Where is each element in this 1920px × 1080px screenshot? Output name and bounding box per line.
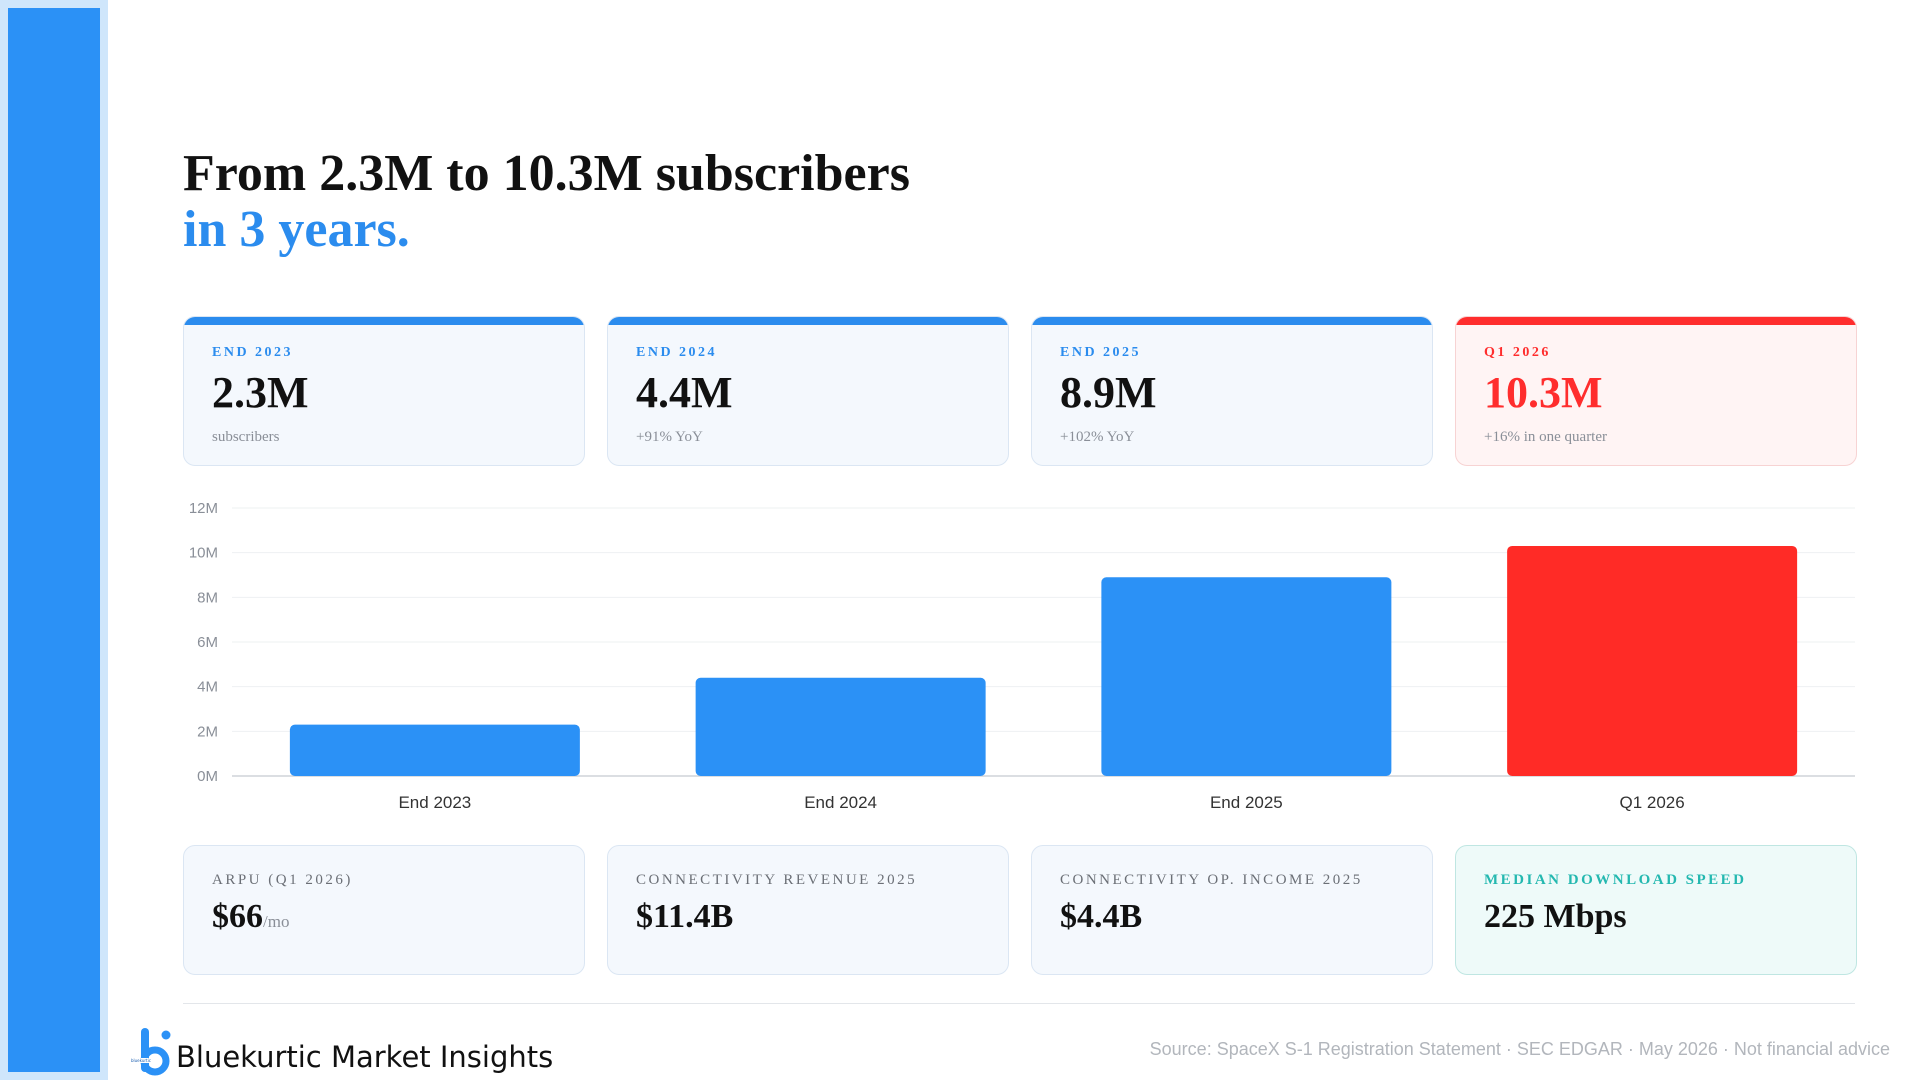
kpi-card-end-2024: END 2024 4.4M +91% YoY — [607, 316, 1009, 466]
card-accent-bar — [608, 317, 1008, 325]
bluekurtic-logo-icon: bluekurtic — [130, 1028, 171, 1076]
bar-end-2024 — [695, 677, 986, 776]
metric-label: MEDIAN DOWNLOAD SPEED — [1484, 872, 1747, 888]
card-accent-bar — [1032, 317, 1432, 325]
kpi-value: 8.9M — [1060, 368, 1157, 417]
kpi-subtext: +16% in one quarter — [1484, 429, 1608, 445]
metric-value: $66/mo — [212, 896, 289, 943]
headline-line-1: From 2.3M to 10.3M subscribers — [183, 145, 910, 202]
headline: From 2.3M to 10.3M subscribers in 3 year… — [183, 146, 910, 258]
x-tick-label: Q1 2026 — [1620, 793, 1685, 812]
kpi-subtext: +91% YoY — [636, 429, 703, 445]
kpi-label: Q1 2026 — [1484, 345, 1551, 360]
metric-value: $11.4B — [636, 898, 734, 935]
metric-label: CONNECTIVITY REVENUE 2025 — [636, 872, 918, 888]
metric-label: ARPU (Q1 2026) — [212, 872, 353, 888]
footer-divider — [183, 1003, 1855, 1004]
kpi-card-q1-2026: Q1 2026 10.3M +16% in one quarter — [1455, 316, 1857, 466]
kpi-value: 10.3M — [1484, 368, 1603, 417]
y-tick-label: 2M — [197, 723, 218, 740]
kpi-label: END 2024 — [636, 345, 718, 360]
kpi-label: END 2025 — [1060, 345, 1142, 360]
source-note: Source: SpaceX S-1 Registration Statemen… — [1149, 1039, 1890, 1059]
bar-q1-2026 — [1507, 545, 1798, 776]
card-accent-bar — [1456, 317, 1856, 325]
metric-value: $4.4B — [1060, 898, 1143, 935]
kpi-value: 4.4M — [636, 368, 733, 417]
metric-card-arpu: ARPU (Q1 2026) $66/mo — [183, 845, 585, 975]
y-tick-label: 4M — [197, 679, 218, 696]
kpi-card-end-2023: END 2023 2.3M subscribers — [183, 316, 585, 466]
kpi-subtext: +102% YoY — [1060, 429, 1135, 445]
metric-card-connectivity-op-income: CONNECTIVITY OP. INCOME 2025 $4.4B — [1031, 845, 1433, 975]
sidebar-accent-bar — [8, 8, 100, 1072]
metric-value: 225 Mbps — [1484, 898, 1627, 935]
kpi-subtext: subscribers — [212, 429, 280, 445]
x-tick-label: End 2024 — [804, 793, 877, 812]
y-tick-label: 6M — [197, 634, 218, 651]
sidebar-frame — [0, 0, 108, 1080]
metric-label: CONNECTIVITY OP. INCOME 2025 — [1060, 872, 1363, 888]
brand-name: Bluekurtic Market Insights — [176, 1040, 554, 1074]
kpi-card-end-2025: END 2025 8.9M +102% YoY — [1031, 316, 1433, 466]
x-tick-label: End 2025 — [1210, 793, 1283, 812]
y-tick-label: 0M — [197, 768, 218, 785]
metric-card-connectivity-revenue: CONNECTIVITY REVENUE 2025 $11.4B — [607, 845, 1009, 975]
metric-card-download-speed: MEDIAN DOWNLOAD SPEED 225 Mbps — [1455, 845, 1857, 975]
metric-value-number: $66 — [212, 898, 263, 935]
y-tick-label: 8M — [197, 589, 218, 606]
bar-end-2025 — [1101, 577, 1392, 776]
x-tick-label: End 2023 — [398, 793, 471, 812]
y-tick-label: 12M — [189, 500, 218, 517]
kpi-label: END 2023 — [212, 345, 294, 360]
kpi-value: 2.3M — [212, 368, 309, 417]
card-accent-bar — [184, 317, 584, 325]
headline-line-2: in 3 years. — [183, 201, 410, 258]
metric-value-unit: /mo — [263, 912, 290, 931]
y-tick-label: 10M — [189, 545, 218, 562]
subscriber-bar-chart: 0M 2M 4M 6M 8M 10M 12M End 2023 End 2024 End 2025… — [189, 500, 1855, 812]
logo-wordmark: bluekurtic — [131, 1058, 151, 1063]
bar-end-2023 — [289, 724, 580, 776]
